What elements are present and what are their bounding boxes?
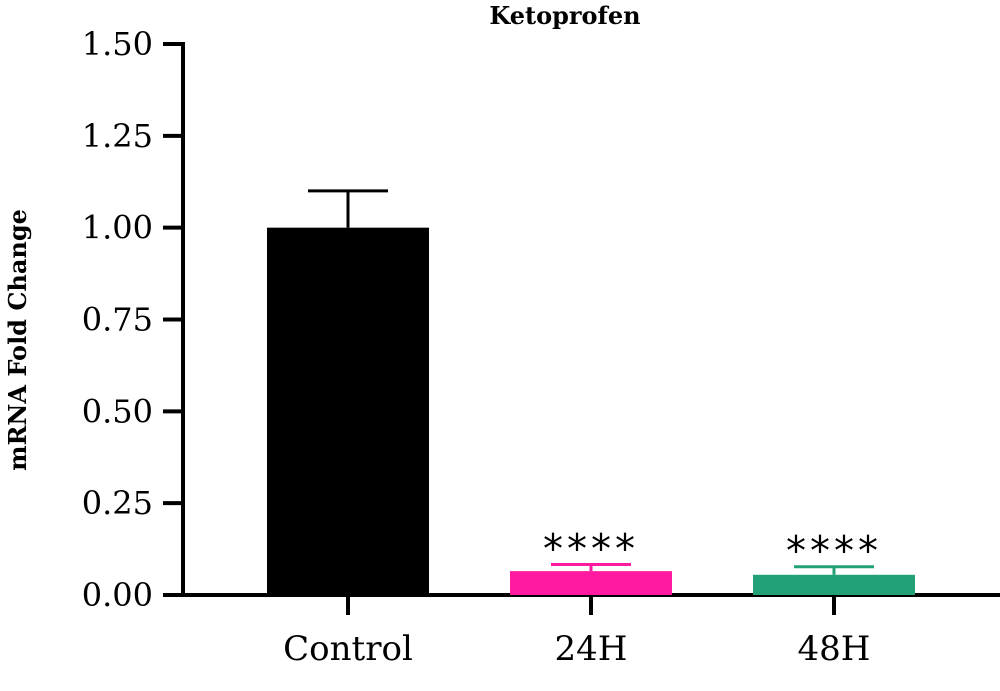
- y-tick-label: 1.50: [82, 25, 153, 63]
- y-tick-label: 0.75: [82, 301, 153, 339]
- chart-title: Ketoprofen: [489, 1, 640, 30]
- y-tick-label: 0.50: [82, 392, 153, 430]
- y-tick-label: 1.00: [82, 209, 153, 247]
- bar-control: [267, 227, 429, 595]
- y-ticks: 0.00 0.25 0.50 0.75 1.00 1.25 1.50: [82, 25, 183, 614]
- y-tick-label: 0.25: [82, 484, 153, 522]
- x-tick-label: Control: [283, 629, 413, 669]
- significance-label: ****: [543, 527, 639, 573]
- bar-48h: [753, 574, 915, 595]
- x-tick-labels: Control 24H 48H: [283, 595, 870, 669]
- bar-24h: [510, 571, 672, 595]
- x-tick-label: 48H: [798, 629, 871, 669]
- significance-label: ****: [786, 529, 882, 575]
- y-tick-label: 0.00: [82, 576, 153, 614]
- y-axis-label: mRNA Fold Change: [3, 209, 32, 471]
- x-tick-label: 24H: [555, 629, 628, 669]
- bars: **** ****: [267, 189, 915, 595]
- y-tick-label: 1.25: [82, 117, 153, 155]
